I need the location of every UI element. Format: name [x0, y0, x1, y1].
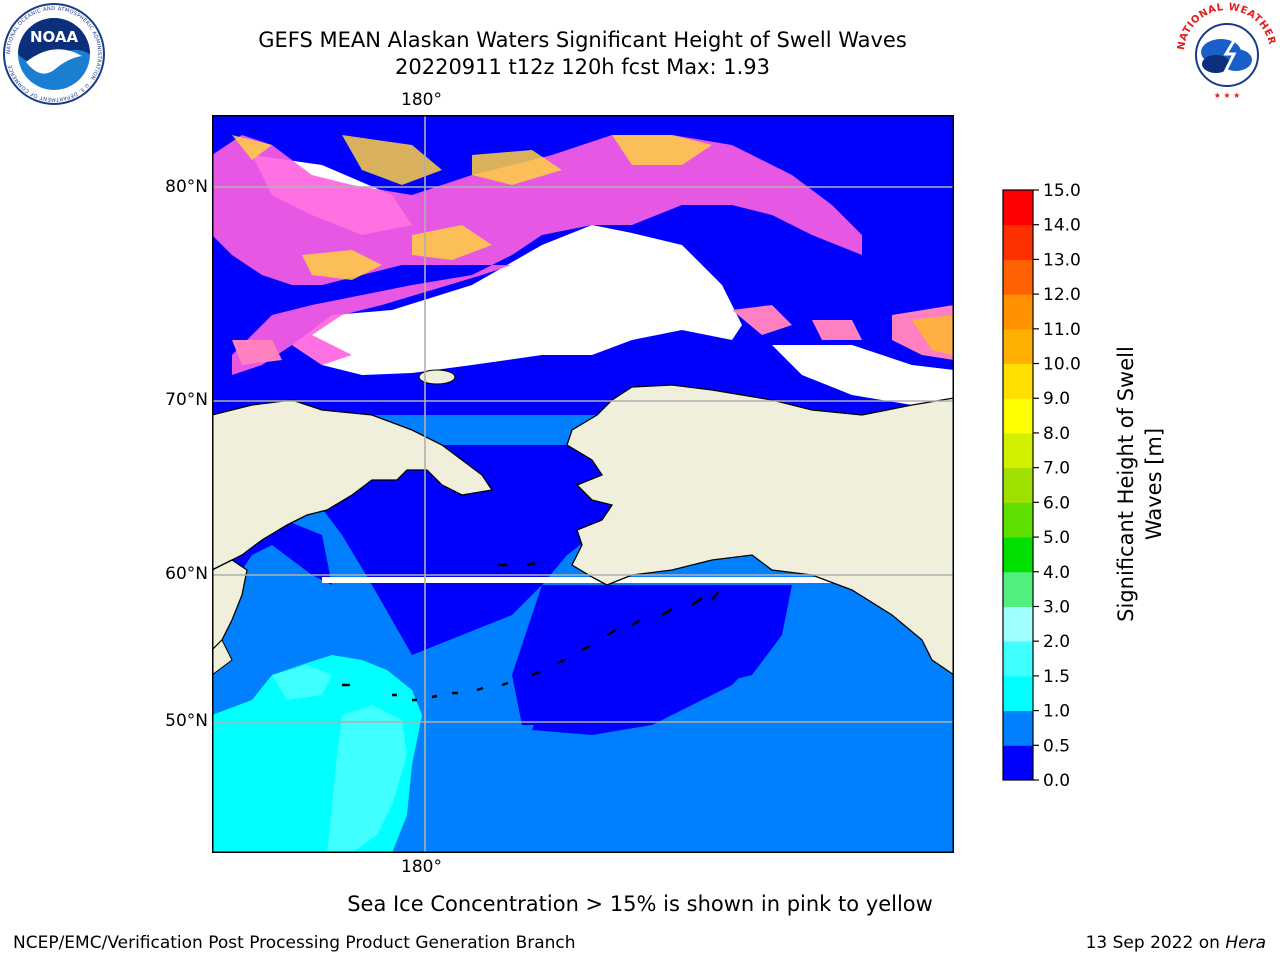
colorbar-tick-label: 2.0: [1043, 632, 1070, 652]
colorbar-segment-7: [1003, 502, 1033, 538]
footer-machine: Hera: [1225, 933, 1266, 953]
kamchatka-tip: [212, 639, 233, 676]
colorbar-segment-0: [1003, 745, 1033, 781]
ocean-swell-0.0-0.5-bering: [312, 445, 642, 655]
footer-credit: NCEP/EMC/Verification Post Processing Pr…: [13, 933, 576, 953]
alaska-land: [566, 384, 954, 676]
svg-text:★ ★ ★: ★ ★ ★: [1214, 91, 1241, 100]
wrangel-island: [418, 369, 456, 385]
colorbar-segment-11: [1003, 363, 1033, 399]
colorbar-segment-12: [1003, 328, 1033, 365]
sea-ice-pink-east: [232, 305, 954, 365]
sea-ice-note: Sea Ice Concentration > 15% is shown in …: [347, 892, 933, 916]
colorbar-tick-label: 5.0: [1043, 528, 1070, 548]
colorbar-ticks: 0.0 0.5 1.0 1.5 2.0 3.0 4.0 5.0 6.0 7.0 8.0 9.0 10.0…: [1033, 181, 1081, 791]
colorbar-segment-1: [1003, 710, 1033, 746]
arctic-no-data-east: [772, 345, 954, 415]
colorbar-segment-9: [1003, 432, 1033, 469]
colorbar-tick-label: 1.0: [1043, 702, 1070, 722]
aleutian-islands: [392, 591, 719, 702]
colorbar-segment-5: [1003, 571, 1033, 607]
colorbar-segment-3: [1003, 641, 1033, 677]
colorbar-tick-label: 14.0: [1043, 216, 1081, 236]
colorbar-segment-8: [1003, 467, 1033, 503]
colorbar-tick-label: 1.5: [1043, 667, 1070, 687]
colorbar-title-line1: Significant Height of Swell: [1114, 346, 1138, 622]
noaa-logo-text: NOAA: [30, 28, 79, 46]
chart-subtitle: 20220911 t12z 120h fcst Max: 1.93: [395, 55, 770, 79]
colorbar-tick-label: 7.0: [1043, 459, 1070, 479]
colorbar: 0.0 0.5 1.0 1.5 2.0 3.0 4.0 5.0 6.0 7.0 8.0 9.0 10.0…: [1002, 181, 1081, 791]
colorbar-segment-15: [1003, 224, 1033, 260]
chart-title: GEFS MEAN Alaskan Waters Significant Hei…: [258, 28, 907, 52]
colorbar-tick-label: 4.0: [1043, 563, 1070, 583]
ocean-swell-1.5-2.0-patch: [272, 665, 332, 700]
colorbar-segment-14: [1003, 259, 1033, 295]
nws-logo: NATIONAL WEATHER SERVICE ★ ★ ★: [1176, 2, 1277, 102]
lat-label-80n: 80°N: [165, 177, 208, 197]
colorbar-tick-label: 12.0: [1043, 285, 1081, 305]
map-frame: [212, 115, 954, 853]
colorbar-tick-label: 3.0: [1043, 597, 1070, 617]
colorbar-segment-4: [1003, 606, 1033, 642]
footer-date: 13 Sep 2022 on Hera: [1086, 933, 1266, 953]
colorbar-tick-label: 0.0: [1043, 771, 1070, 791]
chukotka-land: [212, 399, 494, 571]
colorbar-tick-label: 10.0: [1043, 355, 1081, 375]
colorbar-tick-label: 9.0: [1043, 389, 1070, 409]
lat-label-70n: 70°N: [165, 390, 208, 410]
swell-height-map: [212, 115, 954, 853]
graticule: [212, 115, 954, 853]
no-data-strip: [322, 577, 954, 583]
small-islands: [342, 561, 536, 687]
ocean-swell-0.0-0.5-gulf: [532, 585, 792, 735]
lat-label-60n: 60°N: [165, 564, 208, 584]
colorbar-segment-10: [1003, 398, 1033, 434]
colorbar-segment-16: [1003, 190, 1033, 226]
ocean-swell-0.0-0.5-aleutian: [512, 585, 782, 725]
footer-date-text: 13 Sep 2022 on: [1085, 933, 1226, 953]
noaa-logo: NATIONAL OCEANIC AND ATMOSPHERIC ADMINIS…: [3, 3, 105, 105]
colorbar-tick-label: 6.0: [1043, 493, 1070, 513]
colorbar-tick-label: 0.5: [1043, 736, 1070, 756]
sea-ice-pink: [212, 135, 862, 375]
colorbar-segment-13: [1003, 294, 1033, 330]
lat-label-50n: 50°N: [165, 711, 208, 731]
colorbar-frame: [1002, 189, 1034, 781]
sea-ice-yellow: [232, 135, 712, 280]
meridian-label-bottom: 180°: [401, 857, 442, 877]
arctic-no-data-area: [292, 225, 742, 375]
ocean-swell-1.5-2.0: [327, 705, 407, 853]
colorbar-segments: [1003, 190, 1033, 781]
meridian-label-top: 180°: [401, 90, 442, 110]
colorbar-tick-label: 8.0: [1043, 424, 1070, 444]
colorbar-segment-6: [1003, 537, 1033, 573]
colorbar-tick-label: 15.0: [1043, 181, 1081, 201]
colorbar-tick-label: 11.0: [1043, 320, 1081, 340]
colorbar-tick-label: 13.0: [1043, 250, 1081, 270]
colorbar-segment-2: [1003, 675, 1033, 712]
colorbar-title-line2: Waves [m]: [1142, 427, 1166, 541]
sea-ice-orange-east: [912, 315, 954, 355]
